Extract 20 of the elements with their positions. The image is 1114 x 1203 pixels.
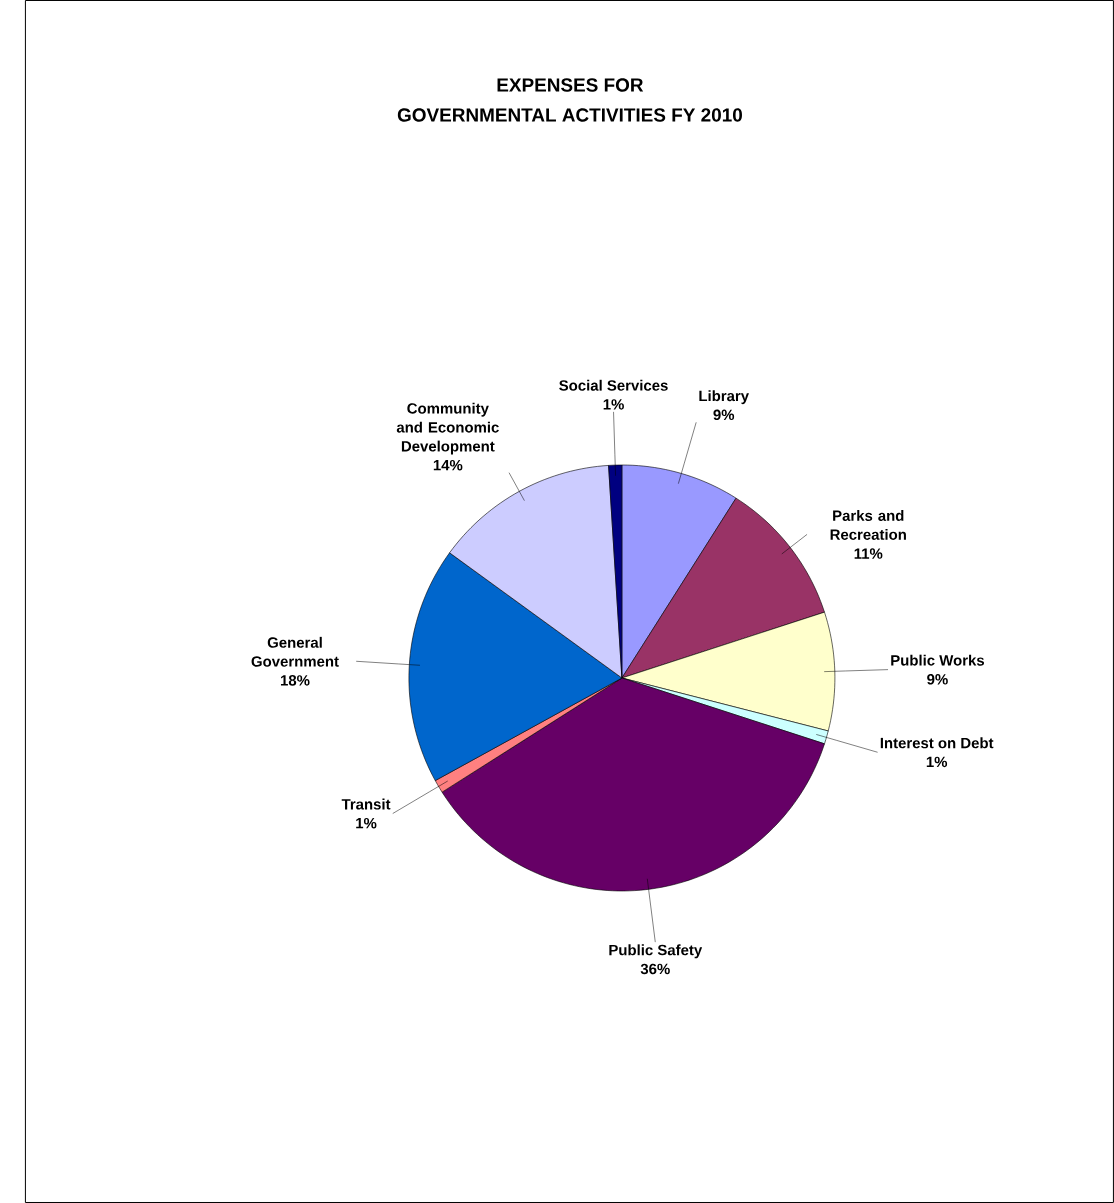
slice-label: Social Services [559,379,668,391]
data-label: 11% [854,548,883,559]
slice-label: Public Works [891,654,985,666]
data-label: 9% [713,409,735,421]
slice-label: Interest on Debt [880,737,994,749]
slice-label: General Government [251,636,339,667]
slice-label: Public Safety [609,944,703,959]
data-label: 9% [927,673,948,685]
data-label: 14% [433,459,463,471]
slice-label: Community and Economic Development [396,402,499,455]
data-label: 1% [603,399,624,410]
data-label: 1% [356,817,377,829]
chart-subtitle: GOVERNMENTAL ACTIVITIES FY 2010 [397,108,743,122]
chart-title: EXPENSES FOR [497,78,644,92]
slice-label: Transit [341,798,391,810]
slice-label: Library [699,390,750,405]
data-label: 18% [281,675,310,686]
slice-label: Parks and Recreation [830,509,906,540]
data-label: 1% [926,756,948,768]
data-label: 36% [640,963,670,975]
